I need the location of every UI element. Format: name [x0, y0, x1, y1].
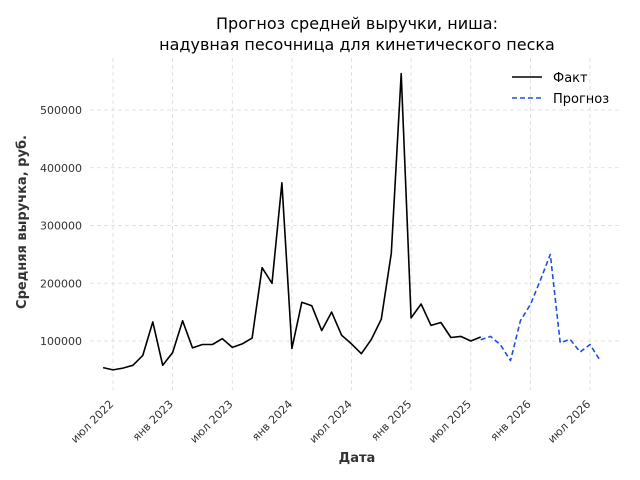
legend-label-fact: Факт	[553, 71, 588, 86]
x-tick-label: июл 2024	[307, 398, 355, 446]
y-axis-ticks: 100000 200000 300000 400000 500000	[40, 104, 82, 348]
x-tick-label: июл 2026	[545, 398, 593, 446]
x-tick-label: янв 2024	[249, 398, 295, 444]
y-axis-label: Средняя выручка, руб.	[15, 135, 30, 309]
y-tick-label: 400000	[40, 162, 82, 175]
x-tick-label: июл 2025	[426, 398, 474, 446]
grid	[90, 58, 622, 390]
x-axis-ticks: июл 2022 янв 2023 июл 2023 янв 2024 июл 2024…	[68, 398, 593, 446]
x-tick-label: янв 2026	[488, 398, 534, 444]
x-tick-label: янв 2023	[130, 398, 176, 444]
x-axis-label: Дата	[339, 451, 376, 466]
series-lines	[102, 72, 601, 371]
x-tick-label: июл 2023	[188, 398, 236, 446]
y-tick-label: 500000	[40, 104, 82, 117]
legend: Факт Прогноз	[512, 71, 609, 107]
x-tick-label: янв 2025	[369, 398, 415, 444]
y-tick-label: 300000	[40, 220, 82, 233]
chart-title-line1: Прогноз средней выручки, ниша:	[216, 14, 498, 33]
series-line-fact	[102, 72, 481, 371]
chart-title-line2: надувная песочница для кинетического пес…	[159, 35, 555, 54]
series-line-forecast	[480, 253, 601, 362]
x-tick-label: июл 2022	[68, 398, 116, 446]
legend-label-forecast: Прогноз	[553, 92, 609, 107]
y-tick-label: 100000	[40, 335, 82, 348]
y-tick-label: 200000	[40, 277, 82, 290]
